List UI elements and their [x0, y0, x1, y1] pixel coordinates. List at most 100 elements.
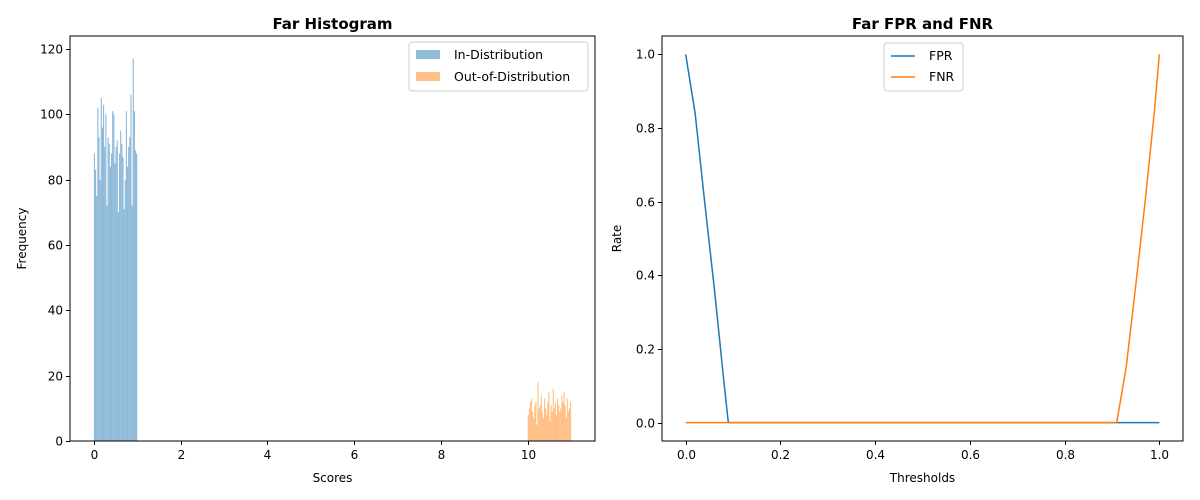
out-of-distribution-bar	[559, 411, 561, 441]
in-distribution-bar	[117, 212, 119, 441]
out-of-distribution-bar	[534, 405, 536, 441]
rate-x-axis-label: Thresholds	[889, 471, 955, 485]
in-distribution-bar	[106, 205, 108, 441]
in-distribution-bar	[112, 111, 114, 441]
x-tick-label: 10	[521, 448, 536, 462]
in-distribution-bar	[93, 153, 96, 442]
histogram-x-ticks: 0 2 4 6 8 10	[91, 441, 536, 462]
histogram-panel: Far Histogram 0 2 4 6 8 10 0 20 40 60 80 100 120 Sc…	[15, 15, 596, 485]
in-distribution-bar	[130, 94, 132, 442]
in-distribution-bar	[123, 209, 125, 441]
in-distribution-bar	[122, 156, 124, 441]
out-of-distribution-bar	[546, 414, 548, 441]
rate-y-ticks: 0.0 0.2 0.4 0.6 0.8 1.0	[636, 48, 662, 431]
in-distribution-bar	[114, 163, 116, 441]
in-distribution-bar	[100, 98, 102, 441]
x-tick-label: 0.8	[1056, 448, 1075, 462]
out-of-distribution-bar	[528, 408, 530, 441]
out-of-distribution-bar	[565, 418, 567, 441]
out-of-distribution-bar	[547, 401, 549, 441]
in-distribution-bar	[131, 205, 133, 441]
out-of-distribution-bar	[529, 401, 532, 441]
in-distribution-bar	[133, 111, 135, 441]
out-of-distribution-bar	[570, 401, 572, 441]
rate-panel: Far FPR and FNR 0.0 0.2 0.4 0.6 0.8 1.0 0.00.…	[610, 15, 1184, 485]
out-of-distribution-bar	[540, 395, 542, 441]
histogram-y-ticks: 0 20 40 60 80 100 120	[40, 43, 70, 449]
rate-y-axis-label: Rate	[610, 225, 624, 253]
y-tick-label: 0.4	[636, 269, 655, 283]
in-distribution-bar	[104, 147, 106, 441]
out-of-distribution-bar	[550, 405, 552, 441]
in-distribution-bar	[121, 143, 123, 441]
in-distribution-bar	[96, 196, 98, 441]
out-of-distribution-bar	[558, 405, 560, 441]
x-tick-label: 4	[264, 448, 272, 462]
rate-x-ticks: 0.0 0.2 0.4 0.6 0.8 1.0	[677, 441, 1169, 462]
in-distribution-bar	[118, 153, 121, 442]
out-of-distribution-bar	[567, 411, 569, 441]
histogram-bars	[93, 58, 572, 442]
y-tick-label: 0.8	[636, 122, 655, 136]
y-tick-label: 40	[48, 304, 63, 318]
y-tick-label: 0.0	[636, 417, 655, 431]
in-distribution-bar	[128, 147, 130, 441]
rate-legend-box	[883, 42, 964, 92]
y-tick-label: 20	[48, 370, 63, 384]
out-of-distribution-bar	[531, 398, 533, 441]
out-of-distribution-bar	[563, 392, 565, 441]
legend-swatch-out-of-distribution	[416, 72, 440, 81]
x-tick-label: 1.0	[1150, 448, 1169, 462]
in-distribution-bar	[105, 114, 107, 442]
out-of-distribution-bar	[545, 408, 547, 441]
in-distribution-bar	[126, 166, 129, 442]
out-of-distribution-bar	[541, 411, 543, 441]
out-of-distribution-bar	[551, 411, 553, 441]
in-distribution-bar	[124, 179, 126, 442]
in-distribution-bar	[120, 130, 122, 441]
out-of-distribution-bar	[542, 418, 545, 441]
out-of-distribution-bar	[561, 395, 563, 441]
legend-label-fpr: FPR	[929, 48, 953, 63]
y-tick-label: 80	[48, 174, 63, 188]
in-distribution-bar	[129, 137, 131, 441]
x-tick-label: 0.2	[771, 448, 790, 462]
out-of-distribution-bar	[566, 398, 568, 441]
in-distribution-bar	[101, 127, 103, 442]
histogram-title: Far Histogram	[272, 15, 392, 33]
out-of-distribution-bar	[553, 408, 555, 441]
x-tick-label: 8	[438, 448, 446, 462]
in-distribution-bar	[134, 150, 137, 441]
in-distribution-bar	[95, 169, 97, 441]
out-of-distribution-bar	[557, 398, 559, 441]
y-tick-label: 0.6	[636, 196, 655, 210]
y-tick-label: 1.0	[636, 48, 655, 62]
y-tick-label: 0.2	[636, 343, 655, 357]
in-distribution-bar	[97, 107, 99, 442]
out-of-distribution-bar	[536, 424, 538, 441]
out-of-distribution-bar	[535, 401, 537, 441]
in-distribution-bar	[116, 140, 118, 442]
in-distribution-bar	[98, 137, 100, 441]
legend-label-in-distribution: In-Distribution	[454, 47, 543, 62]
out-of-distribution-bar	[564, 405, 566, 441]
in-distribution-bar	[125, 111, 127, 441]
y-tick-label: 100	[40, 108, 63, 122]
histogram-legend-box	[408, 41, 589, 92]
histogram-y-axis-label: Frequency	[15, 208, 29, 270]
rate-lines	[684, 54, 1161, 424]
out-of-distribution-bar	[562, 401, 564, 441]
fnr-line	[685, 54, 1161, 424]
out-of-distribution-bar	[555, 414, 558, 441]
out-of-distribution-bar	[539, 405, 541, 441]
out-of-distribution-bar	[568, 408, 571, 441]
y-tick-label: 0	[55, 435, 63, 449]
out-of-distribution-bar	[552, 388, 554, 441]
in-distribution-bar	[136, 153, 138, 442]
histogram-legend: In-Distribution Out-of-Distribution	[408, 41, 589, 92]
in-distribution-bar	[132, 58, 134, 441]
x-tick-label: 6	[351, 448, 359, 462]
in-distribution-bar	[99, 179, 101, 442]
